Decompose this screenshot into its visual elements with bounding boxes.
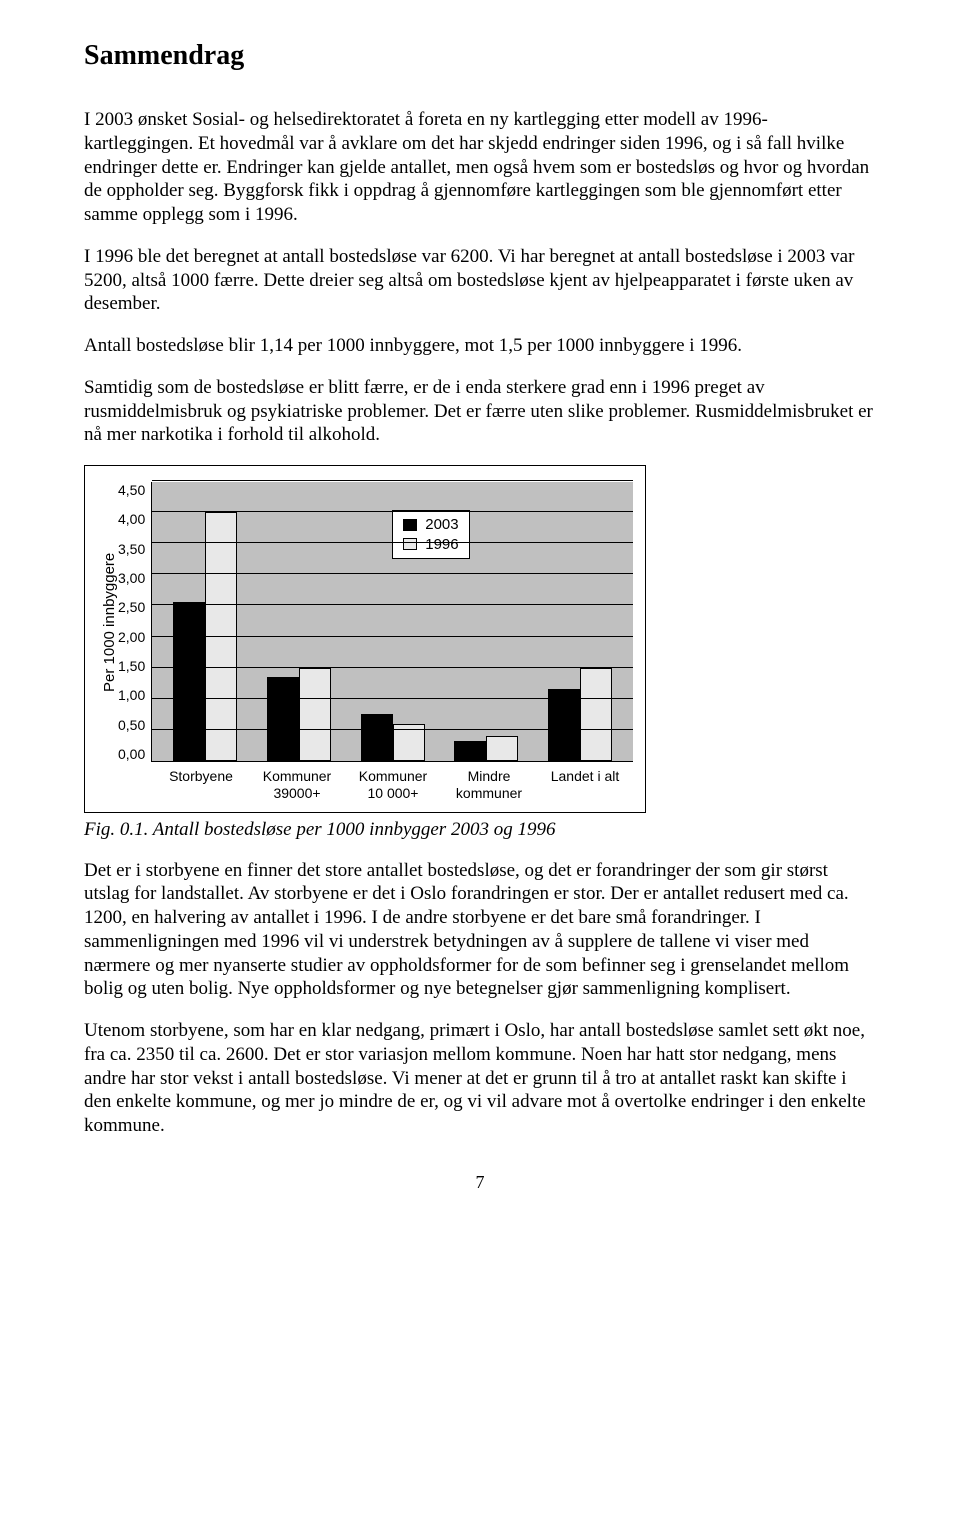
chart-gridline [152,667,633,668]
chart-y-tick-label: 3,00 [118,570,145,586]
chart-y-tick-label: 4,50 [118,482,145,498]
paragraph-6: Utenom storbyene, som har en klar nedgan… [84,1019,876,1138]
chart-gridline [152,511,633,512]
bar-chart: Per 1000 innbyggere 4,50 4,00 3,50 3,00 2,50… [84,465,646,813]
chart-bar-group [350,714,434,761]
paragraph-3: Antall bostedsløse blir 1,14 per 1000 in… [84,334,876,358]
chart-x-tick-label: Landet i alt [542,768,628,802]
chart-bar-group [257,668,341,761]
chart-y-ticks: 4,50 4,00 3,50 3,00 2,50 2,00 1,50 1,00 0,50 0,00 [118,482,151,762]
chart-gridline [152,542,633,543]
chart-bar [173,602,205,761]
chart-y-tick-label: 0,50 [118,717,145,733]
chart-x-ticks: Storbyene Kommuner 39000+ Kommuner 10 000+… [153,768,633,802]
chart-bar-group [163,512,247,761]
paragraph-2: I 1996 ble det beregnet at antall bosted… [84,245,876,316]
paragraph-5: Det er i storbyene en finner det store a… [84,859,876,1002]
chart-bar [267,677,299,761]
page-title: Sammendrag [84,40,876,72]
chart-bar [580,668,612,761]
chart-bar [299,668,331,761]
paragraph-4: Samtidig som de bostedsløse er blitt fær… [84,376,876,447]
chart-y-tick-label: 2,00 [118,629,145,645]
chart-bar [486,736,518,761]
chart-y-tick-label: 1,00 [118,687,145,703]
chart-gridline [152,636,633,637]
chart-gridline [152,604,633,605]
chart-y-axis-label: Per 1000 innbyggere [97,482,118,762]
chart-x-tick-label: Kommuner 10 000+ [350,768,436,802]
chart-y-tick-label: 4,00 [118,511,145,527]
chart-x-tick-label: Storbyene [158,768,244,802]
chart-x-tick-label: Mindre kommuner [446,768,532,802]
chart-bar [205,512,237,761]
chart-x-tick-label: Kommuner 39000+ [254,768,340,802]
chart-y-tick-label: 1,50 [118,658,145,674]
chart-plot-area: 20031996 [151,482,633,762]
chart-gridline [152,698,633,699]
chart-gridline [152,573,633,574]
chart-caption: Fig. 0.1. Antall bostedsløse per 1000 in… [84,819,876,841]
chart-bar-group [444,736,528,761]
chart-bar [361,714,393,761]
chart-bar [548,689,580,761]
chart-y-tick-label: 0,00 [118,746,145,762]
chart-gridline [152,729,633,730]
chart-y-tick-label: 3,50 [118,541,145,557]
chart-bar-group [538,668,622,761]
page-number: 7 [84,1172,876,1193]
paragraph-1: I 2003 ønsket Sosial- og helsedirektorat… [84,108,876,227]
chart-y-tick-label: 2,50 [118,599,145,615]
chart-gridline [152,480,633,481]
chart-bar [454,741,486,761]
